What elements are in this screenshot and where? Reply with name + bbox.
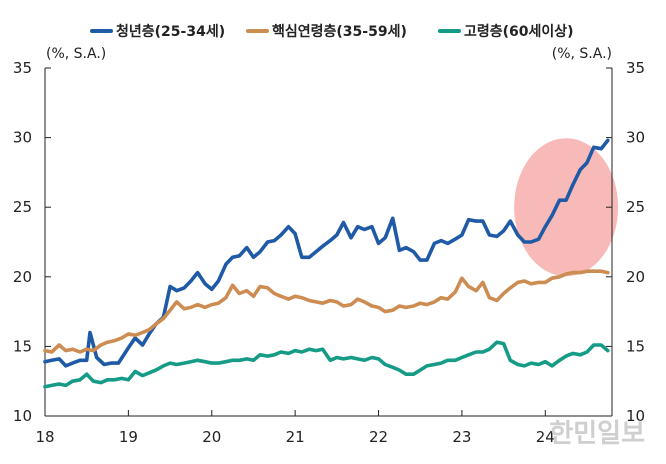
right-y-tick-label: 30 — [626, 129, 645, 147]
right-y-tick-label: 15 — [626, 337, 645, 355]
series-line-3 — [43, 340, 610, 389]
x-tick-label: 22 — [369, 428, 388, 446]
series-line-1 — [43, 138, 610, 368]
right-y-tick-label: 35 — [626, 59, 645, 77]
x-tick-label: 18 — [35, 428, 54, 446]
left-axis-unit: (%, S.A.) — [46, 46, 106, 62]
right-axis-unit: (%, S.A.) — [552, 46, 612, 62]
left-y-tick-label: 35 — [13, 59, 32, 77]
x-tick-label: 19 — [119, 428, 138, 446]
left-y-tick-label: 20 — [13, 268, 32, 286]
legend: 청년층(25-34세) 핵심연령층(35-59세) 고령층(60세이상) — [90, 23, 574, 40]
right-y-tick-label: 25 — [626, 198, 645, 216]
legend-label-1: 청년층(25-34세) — [116, 24, 225, 40]
left-y-tick-label: 30 — [13, 129, 32, 147]
left-y-tick-label: 15 — [13, 337, 32, 355]
legend-label-3: 고령층(60세이상) — [464, 23, 574, 40]
x-tick-label: 20 — [202, 428, 221, 446]
series-layer — [43, 138, 610, 389]
watermark-text: 한민일보 — [549, 419, 645, 449]
highlight-layer — [514, 138, 619, 277]
left-y-tick-label: 25 — [13, 198, 32, 216]
axes: 10 10 15 15 20 20 25 25 30 30 35 35 18 19 20 21 22 23 24 — [13, 59, 645, 446]
legend-label-2: 핵심연령층(35-59세) — [272, 24, 407, 40]
x-tick-label: 23 — [452, 428, 471, 446]
left-y-tick-label: 10 — [13, 407, 32, 425]
right-y-tick-label: 20 — [626, 268, 645, 286]
x-tick-label: 24 — [536, 428, 555, 446]
highlight-ellipse — [514, 138, 619, 277]
x-tick-label: 21 — [286, 428, 305, 446]
series-line-2 — [43, 269, 610, 354]
right-y-tick-label: 10 — [626, 407, 645, 425]
